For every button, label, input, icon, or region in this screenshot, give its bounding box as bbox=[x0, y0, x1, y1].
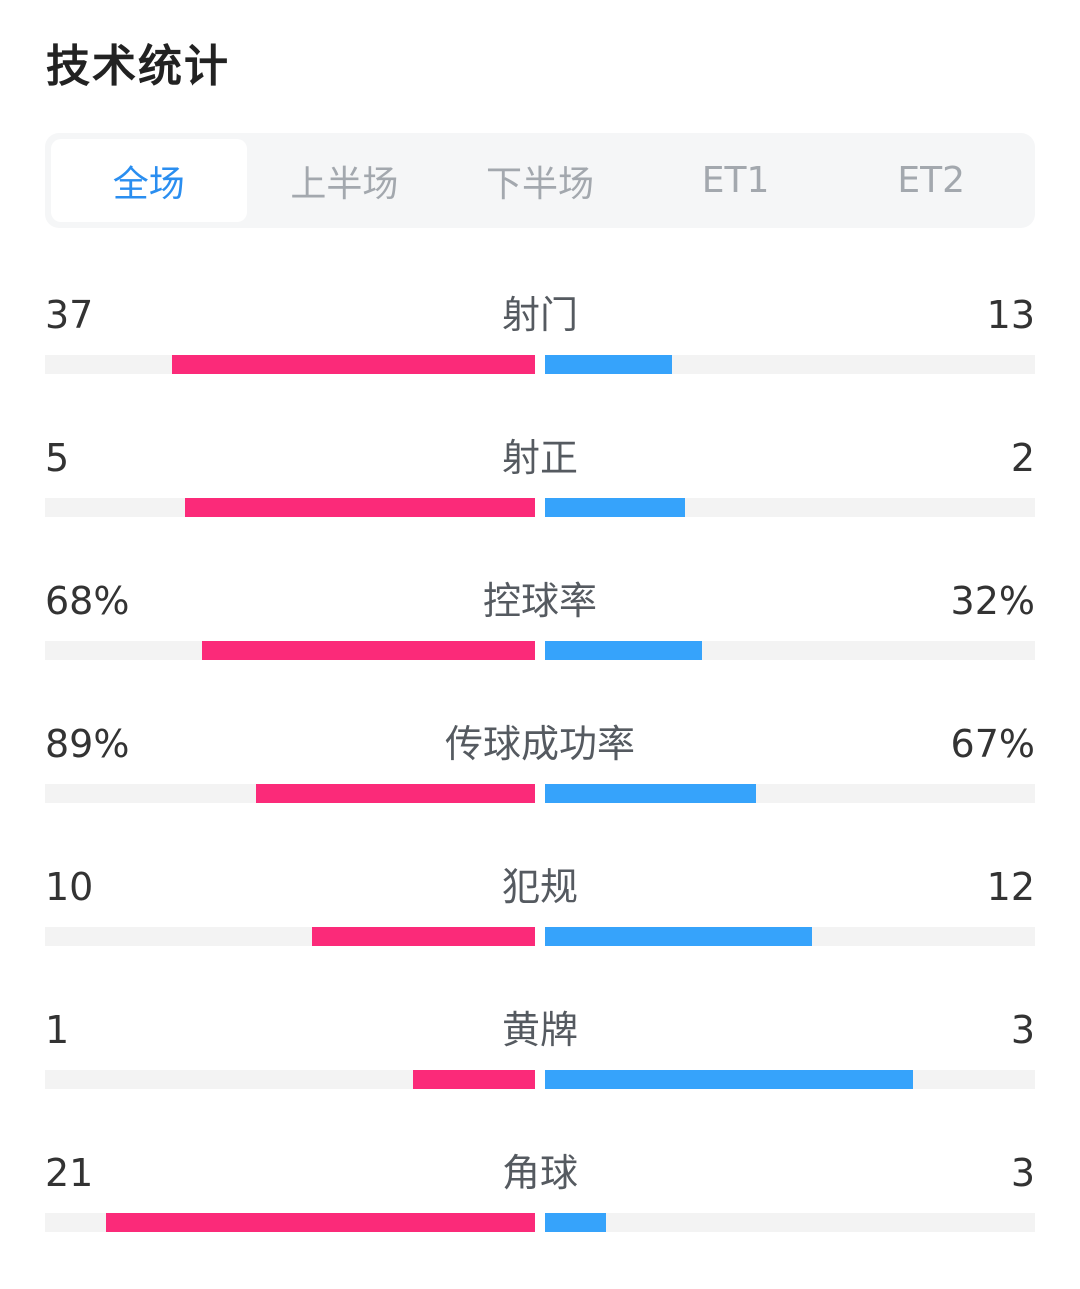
home-bar-track bbox=[45, 1070, 535, 1089]
home-bar bbox=[106, 1213, 535, 1232]
away-value: 13 bbox=[986, 293, 1035, 337]
stat-name: 角球 bbox=[501, 1151, 578, 1195]
home-value: 1 bbox=[45, 1008, 70, 1052]
away-value: 3 bbox=[1010, 1151, 1035, 1195]
stat-name: 黄牌 bbox=[501, 1008, 578, 1052]
stat-row-possession: 68% 控球率 32% bbox=[45, 571, 1035, 714]
tab-full-match[interactable]: 全场 bbox=[51, 139, 247, 222]
away-bar-track bbox=[545, 784, 1035, 803]
period-tabs: 全场 上半场 下半场 ET1 ET2 bbox=[45, 133, 1035, 228]
stat-row-yellow-cards: 1 黄牌 3 bbox=[45, 1000, 1035, 1143]
home-bar-track bbox=[45, 498, 535, 517]
tab-first-half[interactable]: 上半场 bbox=[290, 163, 399, 205]
home-bar-track bbox=[45, 1213, 535, 1232]
home-bar-track bbox=[45, 927, 535, 946]
away-bar-track bbox=[545, 355, 1035, 374]
away-bar-track bbox=[545, 1070, 1035, 1089]
away-bar bbox=[545, 641, 702, 660]
away-bar bbox=[545, 784, 756, 803]
page-title: 技术统计 bbox=[46, 41, 230, 92]
away-bar bbox=[545, 1213, 607, 1232]
away-bar bbox=[545, 498, 686, 517]
home-value: 37 bbox=[45, 293, 94, 337]
stat-name: 控球率 bbox=[482, 579, 597, 623]
away-value: 12 bbox=[986, 865, 1035, 909]
away-value: 32% bbox=[950, 579, 1035, 623]
home-bar-track bbox=[45, 641, 535, 660]
stat-row-pass-accuracy: 89% 传球成功率 67% bbox=[45, 714, 1035, 857]
away-bar-track bbox=[545, 927, 1035, 946]
away-value: 3 bbox=[1010, 1008, 1035, 1052]
away-value: 2 bbox=[1010, 436, 1035, 480]
away-bar bbox=[545, 355, 673, 374]
away-bar-track bbox=[545, 498, 1035, 517]
tab-et2[interactable]: ET2 bbox=[897, 160, 965, 201]
home-bar bbox=[201, 641, 535, 660]
stats-list: 37 射门 13 5 射正 2 68% 控球率 32% 89% 传球成功率 67… bbox=[45, 285, 1035, 1286]
away-value: 67% bbox=[950, 722, 1035, 766]
home-value: 89% bbox=[45, 722, 130, 766]
stat-name: 射门 bbox=[501, 293, 578, 337]
away-bar-track bbox=[545, 641, 1035, 660]
stat-row-corners: 21 角球 3 bbox=[45, 1143, 1035, 1286]
stat-name: 传球成功率 bbox=[444, 722, 635, 766]
stat-name: 射正 bbox=[501, 436, 578, 480]
home-value: 10 bbox=[45, 865, 94, 909]
stat-name: 犯规 bbox=[501, 865, 578, 909]
stat-row-fouls: 10 犯规 12 bbox=[45, 857, 1035, 1000]
away-bar bbox=[545, 927, 813, 946]
tab-et1[interactable]: ET1 bbox=[701, 160, 770, 201]
home-bar bbox=[312, 927, 535, 946]
home-bar bbox=[255, 784, 535, 803]
home-bar-track bbox=[45, 355, 535, 374]
tab-second-half[interactable]: 下半场 bbox=[485, 163, 594, 205]
home-value: 68% bbox=[45, 579, 130, 623]
away-bar-track bbox=[545, 1213, 1035, 1232]
home-bar bbox=[185, 498, 535, 517]
home-value: 21 bbox=[45, 1151, 94, 1195]
home-bar bbox=[172, 355, 535, 374]
home-value: 5 bbox=[45, 436, 70, 480]
home-bar bbox=[412, 1070, 535, 1089]
home-bar-track bbox=[45, 784, 535, 803]
stat-row-shots-on-target: 5 射正 2 bbox=[45, 428, 1035, 571]
stat-row-shots: 37 射门 13 bbox=[45, 285, 1035, 428]
away-bar bbox=[545, 1070, 913, 1089]
